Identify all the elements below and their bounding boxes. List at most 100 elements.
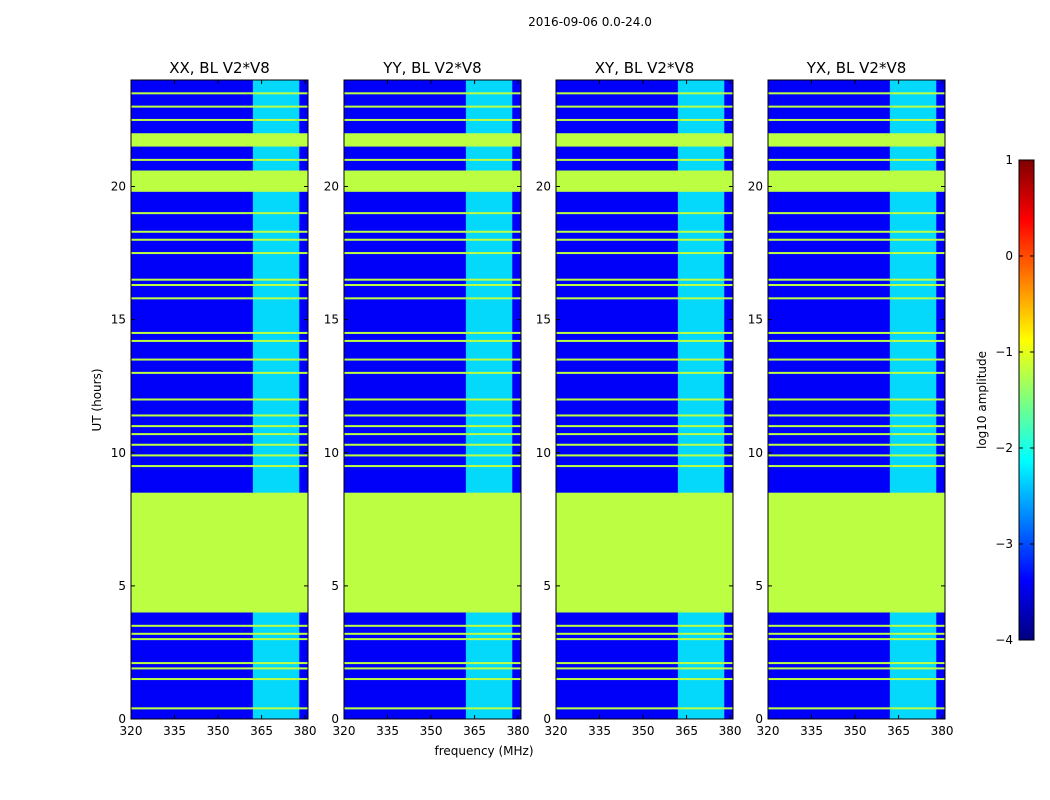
- flagged-block: [556, 170, 733, 192]
- rfi-line: [131, 297, 308, 300]
- rfi-line: [768, 105, 945, 108]
- flagged-block: [131, 170, 308, 192]
- rfi-line: [344, 230, 521, 233]
- panel-title: YX, BL V2*V8: [806, 59, 907, 77]
- rfi-line: [768, 454, 945, 457]
- rfi-line: [344, 398, 521, 401]
- rfi-line: [344, 638, 521, 641]
- rfi-line: [131, 638, 308, 641]
- rfi-line: [131, 230, 308, 233]
- panel-3: XY, BL V2*V8 320 335 350 365 380 0 5 10 15 20: [536, 59, 742, 738]
- rfi-line: [556, 638, 733, 641]
- rfi-line: [768, 92, 945, 95]
- rfi-line: [344, 371, 521, 374]
- panel-frame: [130, 79, 309, 720]
- rfi-line: [556, 433, 733, 436]
- colorbar-label: log10 amplitude: [975, 351, 989, 449]
- panel-title: YY, BL V2*V8: [382, 59, 481, 77]
- y-tick-label: 0: [118, 712, 126, 726]
- rfi-line: [131, 238, 308, 241]
- panels: XX, BL V2*V8 320 335 350 365 380 0 5 10 15 20 YY, B…: [111, 59, 954, 738]
- rfi-line: [556, 425, 733, 428]
- rfi-line: [556, 238, 733, 241]
- rfi-line: [131, 371, 308, 374]
- rfi-line: [768, 662, 945, 665]
- rfi-line: [556, 118, 733, 121]
- x-tick-label: 320: [120, 724, 143, 738]
- rfi-line: [768, 252, 945, 255]
- panel-frame: [767, 79, 946, 720]
- rfi-line: [556, 678, 733, 681]
- rfi-line: [131, 707, 308, 710]
- y-tick-label: 0: [755, 712, 763, 726]
- colorbar-tick-label: −1: [995, 345, 1013, 359]
- x-tick-label: 335: [376, 724, 399, 738]
- y-tick-label: 15: [324, 313, 339, 327]
- rfi-line: [556, 414, 733, 417]
- rfi-line: [131, 212, 308, 215]
- rfi-line: [556, 624, 733, 627]
- rfi-line: [344, 339, 521, 342]
- colorbar-tick-label: −4: [995, 633, 1013, 647]
- colorbar-tick-label: 1: [1005, 153, 1013, 167]
- x-tick-label: 320: [757, 724, 780, 738]
- rfi-line: [344, 252, 521, 255]
- rfi-line: [344, 92, 521, 95]
- rfi-line: [556, 331, 733, 334]
- rfi-line: [131, 278, 308, 281]
- rfi-line: [556, 105, 733, 108]
- flagged-block: [556, 492, 733, 613]
- panel-title: XX, BL V2*V8: [169, 59, 270, 77]
- rfi-line: [344, 238, 521, 241]
- rfi-line: [131, 252, 308, 255]
- flagged-block: [131, 492, 308, 613]
- rfi-line: [344, 297, 521, 300]
- x-tick-label: 365: [887, 724, 910, 738]
- rfi-line: [344, 454, 521, 457]
- rfi-line: [344, 443, 521, 446]
- rfi-line: [556, 707, 733, 710]
- rfi-line: [556, 252, 733, 255]
- x-tick-label: 365: [675, 724, 698, 738]
- rfi-line: [131, 339, 308, 342]
- rfi-line: [131, 425, 308, 428]
- y-tick-label: 20: [748, 180, 763, 194]
- rfi-line: [344, 425, 521, 428]
- panel-title: XY, BL V2*V8: [595, 59, 695, 77]
- y-tick-label: 10: [536, 446, 551, 460]
- rfi-line: [131, 678, 308, 681]
- rfi-line: [556, 454, 733, 457]
- rfi-line: [768, 371, 945, 374]
- y-tick-label: 5: [543, 579, 551, 593]
- y-tick-label: 5: [331, 579, 339, 593]
- rfi-line: [344, 624, 521, 627]
- rfi-line: [344, 284, 521, 287]
- x-tick-label: 350: [420, 724, 443, 738]
- y-tick-label: 5: [755, 579, 763, 593]
- rfi-line: [344, 433, 521, 436]
- x-tick-label: 380: [294, 724, 317, 738]
- x-tick-label: 380: [719, 724, 742, 738]
- rfi-line: [131, 358, 308, 361]
- flagged-block: [344, 492, 521, 613]
- rfi-line: [768, 398, 945, 401]
- rfi-line: [556, 443, 733, 446]
- rfi-line: [556, 230, 733, 233]
- suptitle: 2016-09-06 0.0-24.0: [528, 15, 652, 29]
- rfi-line: [556, 662, 733, 665]
- rfi-line: [131, 662, 308, 665]
- rfi-line: [768, 284, 945, 287]
- rfi-line: [344, 465, 521, 468]
- y-tick-label: 15: [748, 313, 763, 327]
- rfi-line: [768, 425, 945, 428]
- rfi-line: [556, 212, 733, 215]
- rfi-line: [131, 331, 308, 334]
- rfi-line: [556, 371, 733, 374]
- rfi-line: [131, 632, 308, 635]
- rfi-line: [768, 297, 945, 300]
- rfi-line: [344, 667, 521, 670]
- x-axis-label: frequency (MHz): [434, 744, 533, 758]
- x-tick-label: 335: [163, 724, 186, 738]
- rfi-line: [556, 667, 733, 670]
